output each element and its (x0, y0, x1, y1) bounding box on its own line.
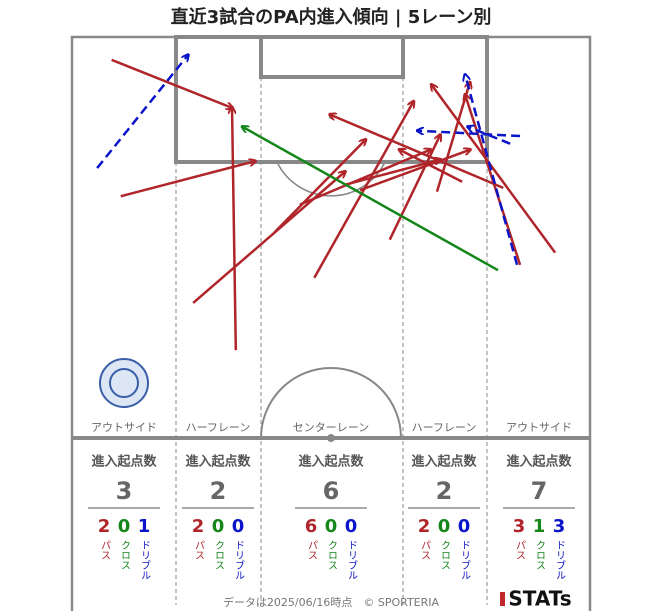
lane-heading: 進入起点数 (298, 454, 364, 470)
dribble-count: 3 (553, 516, 566, 537)
pass-arrow (232, 108, 238, 351)
pass-label: パス (306, 540, 318, 560)
lane-total: 3 (116, 477, 133, 505)
pass-count: 6 (305, 516, 318, 537)
cross-label: クロス (326, 540, 337, 570)
cross-label: クロス (534, 540, 545, 570)
dribble-count: 0 (345, 516, 358, 537)
pass-label: パス (99, 540, 111, 560)
pass-arrow (330, 115, 504, 190)
lane-heading: 進入起点数 (91, 454, 157, 470)
cross-count: 1 (533, 516, 546, 537)
pass-label: パス (419, 540, 431, 560)
dribble-label: ドリブル (139, 540, 151, 580)
pass-count: 2 (192, 516, 205, 537)
brand-mark (500, 592, 505, 606)
cross-label: クロス (439, 540, 450, 570)
dribble-arrow (418, 131, 521, 138)
pass-arrow (432, 85, 557, 254)
dribble-label: ドリブル (554, 540, 566, 580)
pass-arrow (299, 150, 430, 206)
title: 直近3試合のPA内進入傾向 | 5レーン別 (171, 6, 492, 28)
dribble-count: 1 (138, 516, 151, 537)
pass-label: パス (514, 540, 526, 560)
cross-count: 0 (325, 516, 338, 537)
pass-arrow (111, 58, 232, 108)
pass-count: 3 (513, 516, 526, 537)
center-spot (327, 434, 335, 442)
pass-arrow (120, 161, 255, 198)
cross-count: 0 (212, 516, 225, 537)
cross-label: クロス (213, 540, 224, 570)
pass-count: 2 (98, 516, 111, 537)
lane-heading: 進入起点数 (411, 454, 477, 470)
lane-total: 6 (323, 477, 340, 505)
lane-name: ハーフレーン (412, 421, 477, 434)
dribble-count: 0 (232, 516, 245, 537)
dribble-arrow (468, 127, 511, 145)
dribble-arrow (96, 55, 188, 169)
lane-name: アウトサイド (91, 421, 157, 434)
pass-label: パス (193, 540, 205, 560)
dribble-label: ドリブル (233, 540, 245, 580)
pass-arrow (273, 140, 366, 233)
lane-total: 2 (210, 477, 227, 505)
brand: STATs (508, 587, 571, 611)
lane-name: センターレーン (293, 421, 369, 434)
club-logo (99, 358, 149, 408)
dribble-label: ドリブル (459, 540, 471, 580)
pass-count: 2 (418, 516, 431, 537)
cross-label: クロス (119, 540, 130, 570)
lane-name: ハーフレーン (186, 421, 251, 434)
lane-heading: 進入起点数 (506, 454, 572, 470)
pass-arrow (359, 150, 470, 192)
dribble-arrow (465, 75, 519, 266)
lane-name: アウトサイド (506, 421, 572, 434)
lane-total: 7 (531, 477, 548, 505)
cross-count: 0 (438, 516, 451, 537)
cross-count: 0 (118, 516, 131, 537)
cross-arrow (243, 127, 499, 272)
pass-arrow (400, 150, 463, 183)
pass-arrow (192, 172, 345, 304)
pass-arrow (344, 160, 440, 187)
dribble-count: 0 (458, 516, 471, 537)
lane-total: 2 (436, 477, 453, 505)
dribble-label: ドリブル (346, 540, 358, 580)
footer: データは2025/06/16時点 © SPORTERIA (223, 595, 440, 609)
lane-heading: 進入起点数 (185, 454, 251, 470)
